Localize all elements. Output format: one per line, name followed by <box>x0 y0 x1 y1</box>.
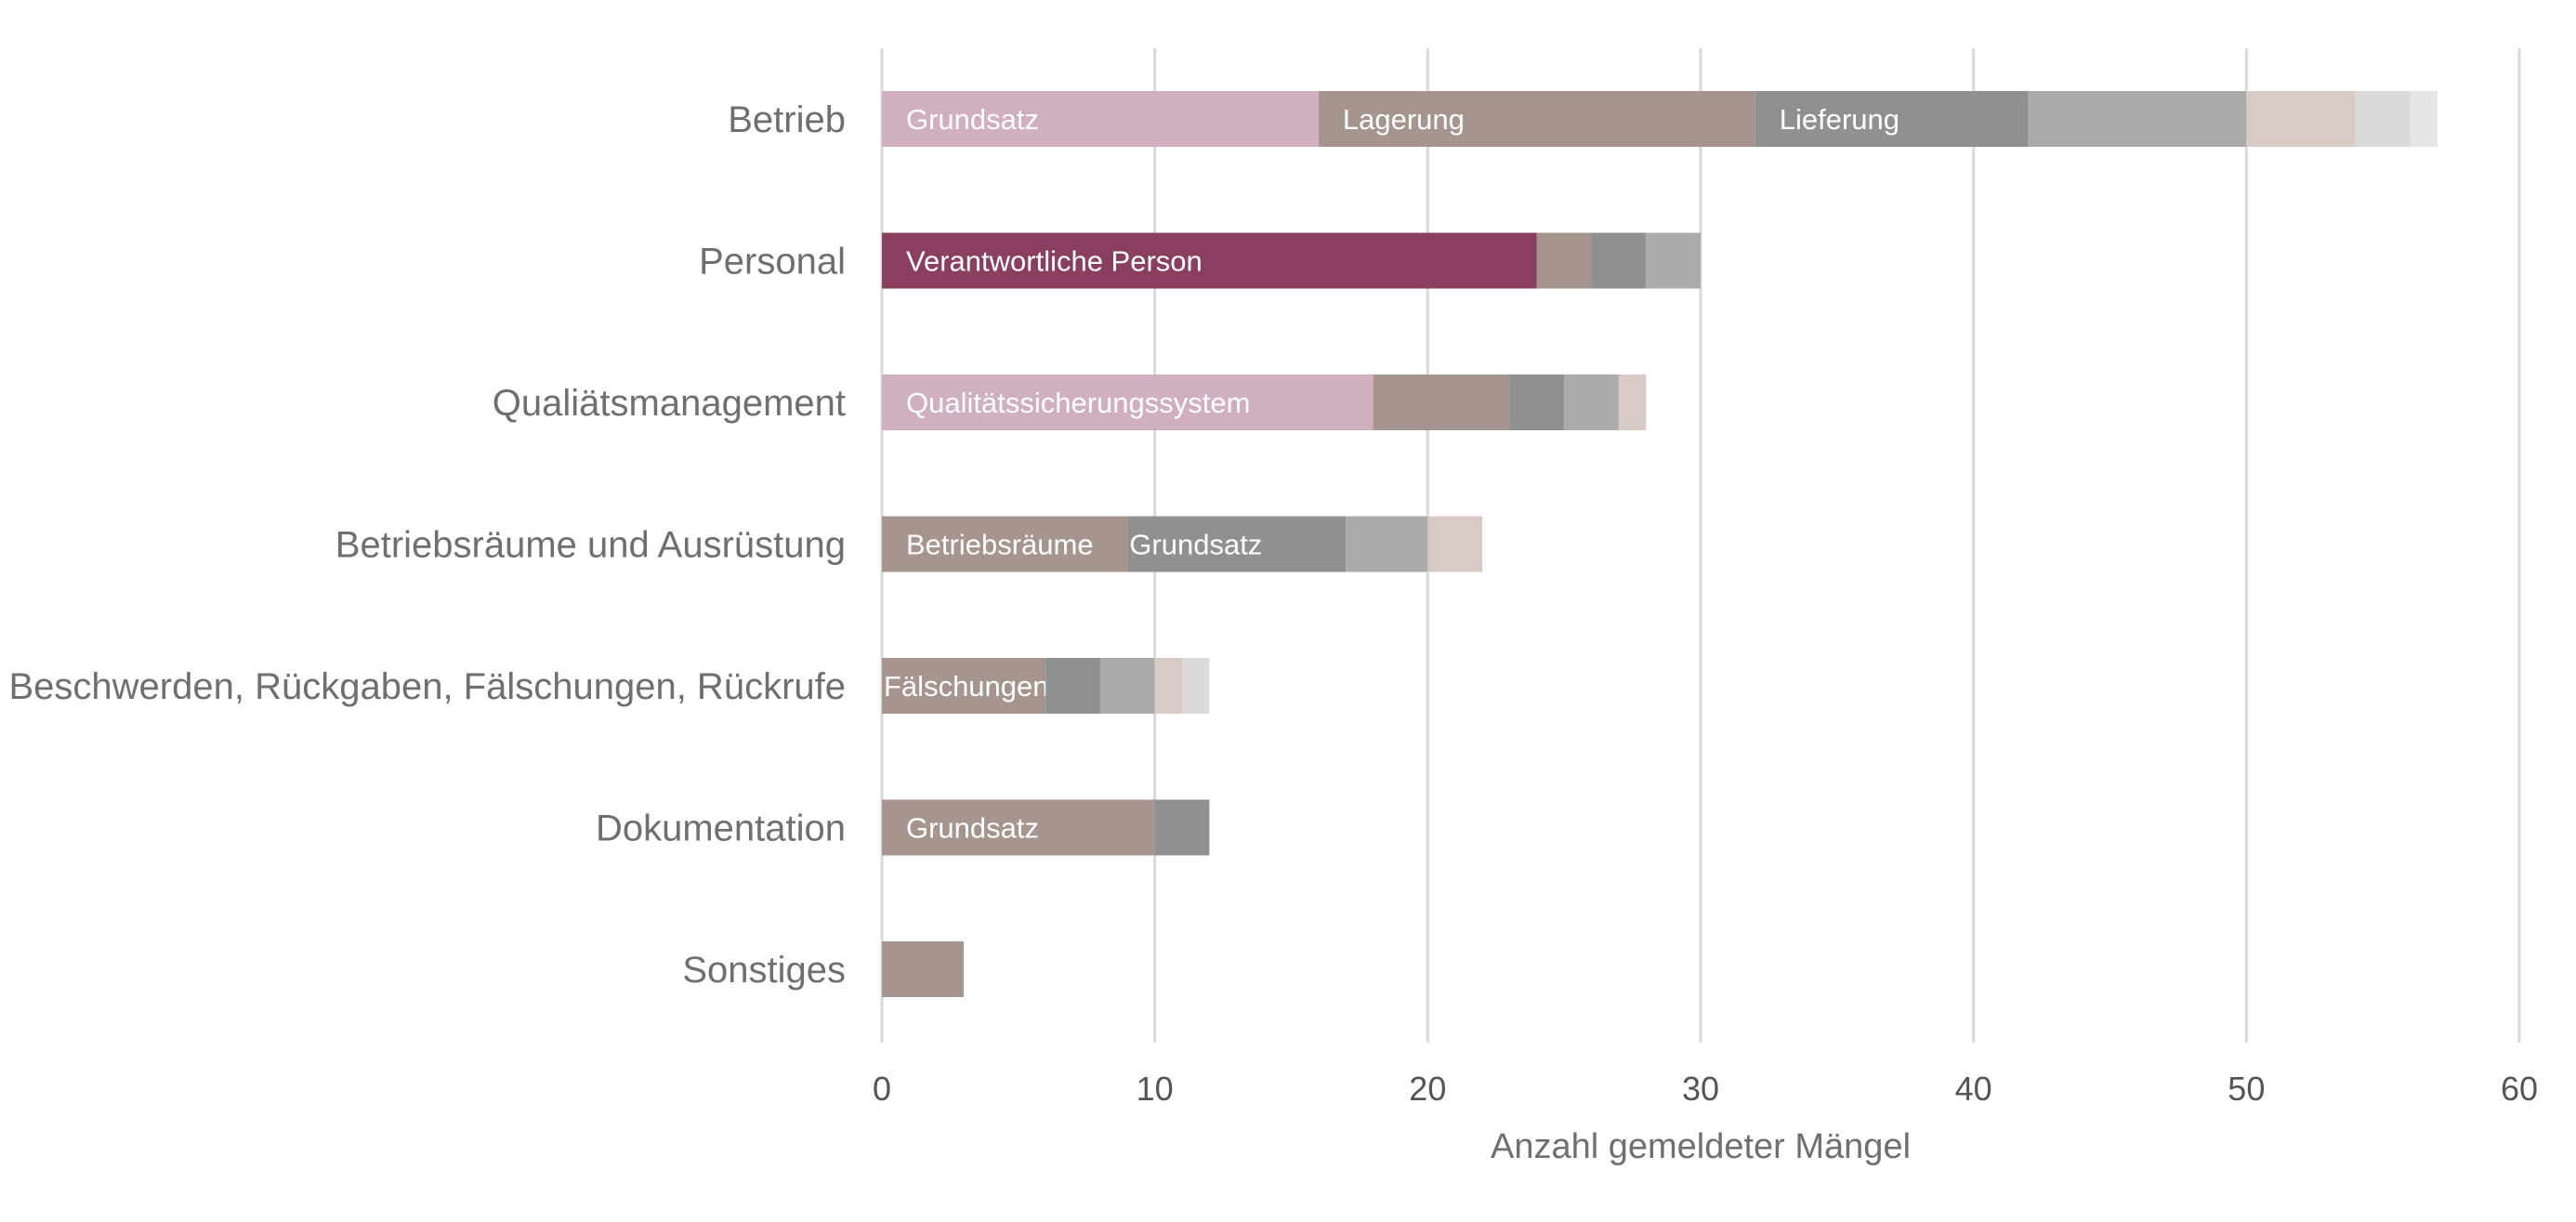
bar-segment <box>882 91 1319 147</box>
bar-group: Fälschungen <box>882 658 1210 714</box>
bar-segment <box>1373 374 1510 430</box>
bar-group: Grundsatz Lagerung Lieferung <box>882 91 2438 147</box>
bar-segment <box>882 374 1373 430</box>
bar-segment <box>1509 374 1565 430</box>
bar-group: Betriebsräume Grundsatz <box>882 516 1483 572</box>
bar-segment <box>1182 658 1210 714</box>
x-tick-label: 10 <box>1137 1070 1174 1108</box>
bar-segment <box>1536 232 1592 289</box>
bar-segment <box>1564 374 1619 430</box>
bar-segment <box>882 658 1046 714</box>
bar-segment <box>882 941 965 997</box>
bar-group <box>882 941 965 997</box>
bar-segment <box>1318 91 1755 147</box>
segment-label: Qualitätssicherungssystem <box>906 387 1250 419</box>
bar-segment <box>1127 516 1347 572</box>
segment-label: Grundsatz <box>1129 529 1262 561</box>
segment-label: Lagerung <box>1343 103 1465 136</box>
bar-segment <box>1591 232 1647 289</box>
bar-segment <box>2410 91 2438 147</box>
x-tick-label: 50 <box>2228 1070 2265 1108</box>
x-axis-title: Anzahl gemeldeter Mängel <box>1491 1127 1911 1166</box>
category-label: Betrieb <box>728 99 846 140</box>
x-tick-label: 0 <box>873 1070 891 1108</box>
category-label: Dokumentation <box>596 808 846 849</box>
segment-label: Lieferung <box>1780 103 1899 136</box>
x-tick-label: 30 <box>1682 1070 1719 1108</box>
bar-segment <box>2246 91 2356 147</box>
segment-label: Verantwortliche Person <box>906 245 1203 278</box>
bar-group: Verantwortliche Person <box>882 232 1701 289</box>
segment-label: Betriebsräume <box>906 529 1094 561</box>
x-tick-label: 20 <box>1409 1070 1446 1108</box>
bar-segment <box>1045 658 1100 714</box>
category-label: Beschwerden, Rückgaben, Fälschungen, Rüc… <box>8 666 846 707</box>
segment-label: Grundsatz <box>906 103 1039 136</box>
bar-segment <box>1154 658 1183 714</box>
x-tick-label: 40 <box>1955 1070 1992 1108</box>
segment-label: Fälschungen <box>884 670 1049 703</box>
category-label: Personal <box>699 242 846 283</box>
category-label: Sonstiges <box>682 950 846 991</box>
x-tick-labels: 0 10 20 30 40 50 60 <box>873 1070 2538 1108</box>
bar-segment <box>1346 516 1428 572</box>
category-label: Betriebsräume und Ausrüstung <box>335 525 846 566</box>
bar-segment <box>1646 232 1701 289</box>
bar-segment <box>882 799 1155 856</box>
bar-segment <box>1099 658 1155 714</box>
category-label: Qualiätsmanagement <box>493 383 846 424</box>
bar-group: Qualitätssicherungssystem <box>882 374 1647 430</box>
bar-segment <box>882 232 1537 289</box>
category-labels: Betrieb Personal Qualiätsmanagement Betrieb… <box>8 99 846 991</box>
bar-segment <box>1618 374 1647 430</box>
bar-segment <box>882 516 1128 572</box>
segment-label: Grundsatz <box>906 812 1039 845</box>
bar-group: Grundsatz <box>882 799 1210 856</box>
bar-segment <box>2028 91 2247 147</box>
bar-segment <box>1154 799 1210 856</box>
x-tick-label: 60 <box>2501 1070 2538 1108</box>
bar-segment <box>1755 91 2029 147</box>
bar-groups: Grundsatz Lagerung Lieferung Verantwortlich… <box>882 91 2438 997</box>
bar-segment <box>2355 91 2411 147</box>
bar-segment <box>1427 516 1483 572</box>
